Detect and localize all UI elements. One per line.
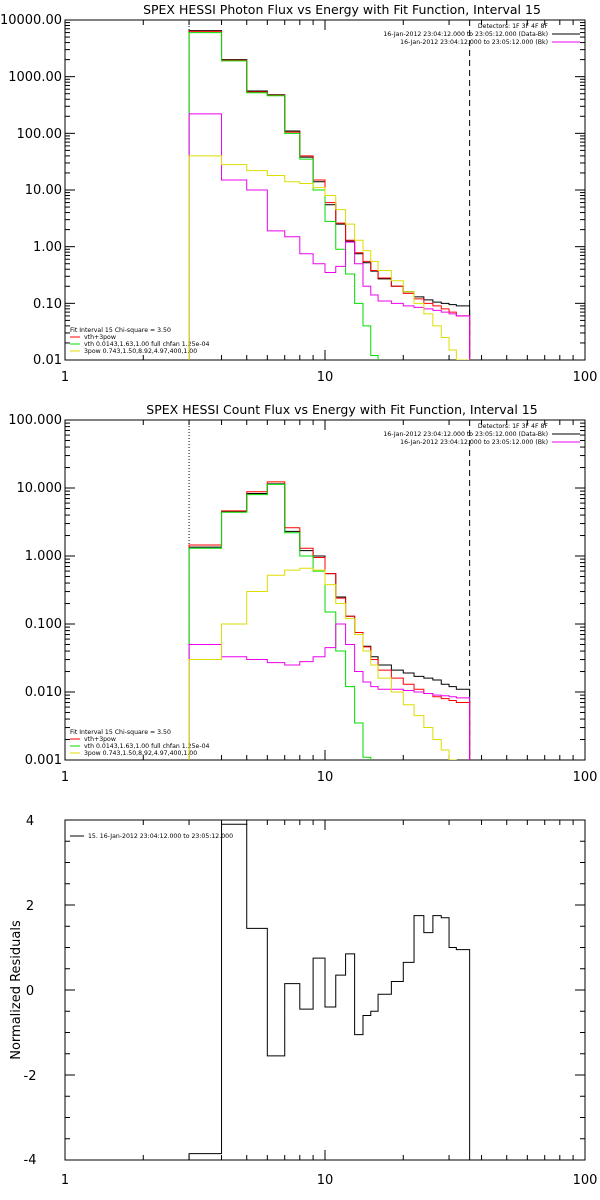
photon-flux-ytick-label: 10000.00 (0, 13, 62, 28)
photon-flux-ytick-label: 10.00 (25, 183, 62, 198)
count-flux-ytick-label: 0.001 (25, 753, 62, 768)
count-flux-legend-top-right: Detectors: 1F 3F 4F 8F 16-Jan-2012 23:04… (383, 423, 580, 446)
photon-flux-y-ticks (65, 19, 585, 361)
residuals-y-ticks (65, 819, 585, 1161)
count-flux-legend-vth: vth 0.0143,1.63,1.00 full chfan 1.25e-04 (84, 743, 210, 750)
residuals-series-group (188, 823, 471, 1160)
residuals-xtick-label: 10 (317, 1173, 334, 1188)
count-flux-x-ticks (64, 420, 574, 760)
photon-flux-ytick-label: 1000.00 (8, 70, 62, 85)
residuals-x-ticks (64, 820, 574, 1160)
count-flux-legend-fit-interval: Fit Interval 15 Chi-square = 3.50 (70, 729, 171, 736)
photon-flux-ytick-label: 0.10 (33, 297, 62, 312)
count-flux-series-line-2 (188, 483, 471, 760)
residuals-panel: Normalized Residuals 4 2 0 -2 -4 1 10 10… (9, 814, 597, 1188)
residuals-series-line-0 (188, 823, 471, 1160)
photon-flux-legend-vth: vth 0.0143,1.63,1.00 full chfan 1.25e-04 (84, 341, 210, 348)
photon-flux-ytick-label: 100.00 (17, 127, 63, 142)
photon-flux-xtick-label: 100 (573, 370, 598, 385)
photon-flux-legend-bk: 16-Jan-2012 23:04:12.000 to 23:05:12.000… (400, 39, 548, 46)
count-flux-legend-detectors: Detectors: 1F 3F 4F 8F (478, 423, 549, 430)
residuals-y-axis-label: Normalized Residuals (9, 920, 24, 1060)
residuals-ytick-label: -2 (24, 1069, 37, 1084)
count-flux-legend-total: vth+3pow (84, 736, 116, 743)
residuals-legend-interval: 15. 16-Jan-2012 23:04:12.000 to 23:05:12… (88, 833, 233, 840)
count-flux-ytick-label: 0.010 (25, 685, 62, 700)
count-flux-ytick-label: 10.000 (17, 481, 63, 496)
photon-flux-series-group (188, 30, 471, 360)
count-flux-ytick-label: 100.000 (8, 413, 62, 428)
photon-flux-xtick-label: 10 (317, 370, 334, 385)
count-flux-xtick-label: 100 (573, 770, 598, 785)
count-flux-panel: SPEX HESSI Count Flux vs Energy with Fit… (8, 402, 597, 785)
photon-flux-xtick-label: 1 (61, 370, 69, 385)
residuals-xtick-label: 100 (573, 1173, 598, 1188)
photon-flux-title: SPEX HESSI Photon Flux vs Energy with Fi… (143, 2, 541, 17)
residuals-legend: 15. 16-Jan-2012 23:04:12.000 to 23:05:12… (70, 833, 233, 840)
residuals-ytick-label: 2 (26, 899, 34, 914)
count-flux-series-line-3 (188, 623, 471, 760)
photon-flux-series-line-4 (188, 155, 470, 360)
photon-flux-legend-total: vth+3pow (84, 334, 116, 341)
residuals-xtick-label: 1 (61, 1173, 69, 1188)
count-flux-xtick-label: 10 (317, 770, 334, 785)
count-flux-legend-bk: 16-Jan-2012 23:04:12.000 to 23:05:12.000… (400, 439, 548, 446)
count-flux-legend-3pow: 3pow 0.743,1.50,8.92,4.97,400,1.00 (84, 750, 197, 757)
residuals-ytick-label: 4 (26, 814, 34, 829)
photon-flux-legend-bottom-left: Fit Interval 15 Chi-square = 3.50 vth+3p… (70, 327, 210, 355)
count-flux-series-line-4 (188, 567, 471, 760)
photon-flux-panel: SPEX HESSI Photon Flux vs Energy with Fi… (0, 2, 597, 385)
count-flux-y-ticks (65, 419, 585, 761)
photon-flux-ytick-label: 0.01 (33, 353, 62, 368)
photon-flux-ytick-label: 1.00 (33, 240, 62, 255)
count-flux-legend-data-bk: 16-Jan-2012 23:04:12.000 to 23:05:12.000… (383, 431, 548, 438)
photon-flux-series-line-1 (188, 30, 471, 360)
count-flux-title: SPEX HESSI Count Flux vs Energy with Fit… (146, 402, 537, 417)
count-flux-ytick-label: 0.100 (25, 617, 62, 632)
residuals-ytick-label: -4 (24, 1153, 37, 1168)
count-flux-xtick-label: 1 (61, 770, 69, 785)
photon-flux-series-line-3 (188, 113, 471, 360)
photon-flux-legend-fit-interval: Fit Interval 15 Chi-square = 3.50 (70, 327, 171, 334)
photon-flux-legend-top-right: Detectors: 1F 3F 4F 8F 16-Jan-2012 23:04… (383, 23, 580, 46)
photon-flux-legend-3pow: 3pow 0.743,1.50,8.92,4.97,400,1.00 (84, 348, 197, 355)
photon-flux-legend-data-bk: 16-Jan-2012 23:04:12.000 to 23:05:12.000… (383, 31, 548, 38)
photon-flux-legend-detectors: Detectors: 1F 3F 4F 8F (478, 23, 549, 30)
residuals-ytick-label: 0 (26, 984, 34, 999)
count-flux-ytick-label: 1.000 (25, 549, 62, 564)
count-flux-legend-bottom-left: Fit Interval 15 Chi-square = 3.50 vth+3p… (70, 729, 210, 757)
count-flux-series-group (188, 481, 471, 760)
